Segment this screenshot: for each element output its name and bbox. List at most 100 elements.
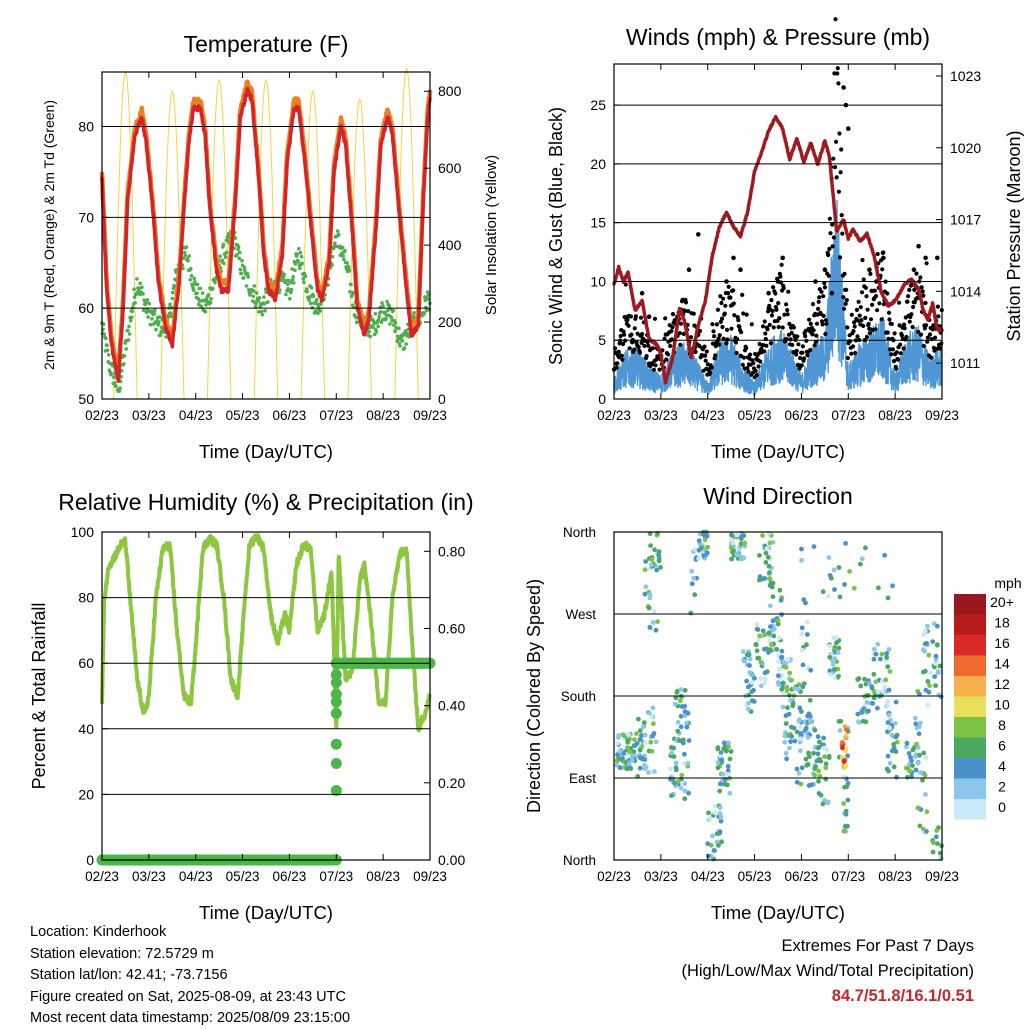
wind-direction-point [907, 768, 913, 774]
gust-point [713, 353, 718, 358]
wind-direction-point [832, 656, 838, 661]
gust-point [816, 306, 821, 311]
wind-direction-point [864, 700, 870, 705]
rh-ytick-label: 0 [86, 852, 94, 868]
wind-direction-point [917, 823, 923, 829]
gust-point [805, 353, 810, 358]
wind-direction-point [684, 720, 689, 726]
solar-insolation-line [253, 79, 279, 400]
wind-direction-point [746, 700, 752, 706]
rh-ytick-right-label: 0.40 [438, 698, 465, 714]
wind-direction-point [719, 757, 725, 763]
wind-direction-point [930, 840, 936, 846]
wind-direction-point [658, 565, 663, 570]
gust-point [898, 342, 903, 347]
dewpoint-point [133, 301, 137, 305]
dewpoint-point [376, 317, 381, 322]
gust-point [835, 71, 840, 76]
wind-direction-point [933, 834, 939, 840]
gust-point [902, 326, 907, 331]
wind-direction-point [815, 734, 821, 740]
gust-point [677, 331, 682, 336]
dewpoint-point [336, 232, 341, 237]
gust-point [868, 317, 874, 322]
dewpoint-point [393, 321, 398, 325]
wind-direction-point [924, 809, 930, 815]
solar-insolation-line [347, 98, 372, 400]
winds-ytick-right-label: 1017 [950, 212, 981, 228]
rh-xlabel: Time (Day/UTC) [199, 902, 333, 923]
latlon-text: Station lat/lon: 42.41; -73.7156 [30, 967, 228, 983]
dewpoint-point [221, 242, 226, 247]
wind-direction-point [893, 749, 899, 754]
gust-point [766, 290, 771, 296]
gust-point [867, 331, 872, 336]
wind-direction-point [706, 810, 711, 816]
dewpoint-point [397, 326, 401, 331]
dewpoint-point [289, 290, 293, 295]
gust-point [720, 324, 725, 330]
gust-point [821, 294, 826, 299]
gust-point [912, 300, 917, 305]
dewpoint-point [141, 291, 145, 296]
dewpoint-point [195, 291, 199, 296]
dewpoint-point [158, 315, 162, 319]
wind-direction-point [767, 647, 773, 652]
gust-point [625, 317, 630, 322]
gust-point [765, 327, 770, 332]
wind-direction-point [677, 698, 683, 704]
gust-point [844, 298, 849, 303]
gust-point [776, 301, 781, 306]
wind-direction-point [816, 768, 821, 774]
dewpoint-point [367, 329, 371, 334]
wind-direction-point [764, 546, 770, 551]
temperature-ylabel-left: 2m & 9m T (Red, Orange) & 2m Td (Green) [41, 100, 57, 370]
dewpoint-point [345, 261, 350, 265]
wind-direction-point [707, 816, 713, 821]
wind-direction-point [937, 663, 943, 669]
wind-direction-point [903, 744, 909, 750]
wind-direction-point [834, 635, 839, 640]
wind-direction-point [844, 727, 849, 733]
dewpoint-point [187, 254, 191, 258]
dewpoint-point [130, 309, 135, 314]
dewpoint-point [347, 269, 352, 273]
dewpoint-point [252, 284, 257, 288]
wind-direction-point [780, 680, 786, 686]
gust-point [907, 319, 912, 324]
gust-point [692, 323, 697, 328]
wind-direction-point [642, 567, 648, 573]
dewpoint-point [285, 282, 290, 287]
wind-direction-point [616, 735, 621, 740]
dewpoint-point [395, 339, 400, 344]
gust-point [799, 363, 804, 368]
wind-direction-point [641, 724, 646, 730]
gust-point [758, 359, 763, 364]
gust-point [669, 329, 674, 334]
dewpoint-point [402, 346, 407, 350]
gust-point [642, 343, 647, 348]
wind-direction-point [916, 731, 922, 737]
wind-direction-point [689, 581, 695, 587]
wind-direction-point [882, 684, 888, 690]
wind-direction-point [685, 710, 691, 716]
temperature-xtick-label: 06/23 [273, 408, 307, 423]
wind-direction-point [717, 829, 723, 835]
wind-direction-point [893, 734, 899, 740]
dewpoint-point [211, 287, 215, 291]
precip-point [330, 738, 342, 750]
dewpoint-point [244, 284, 249, 288]
temperature-panel: Temperature (F) Time (Day/UTC) 2m & 9m T… [41, 31, 500, 462]
dewpoint-point [243, 268, 247, 273]
wind-direction-point [871, 695, 877, 701]
wind-direction-point [726, 740, 731, 746]
gust-point [877, 301, 882, 306]
wind-direction-point [817, 773, 823, 779]
gust-point [737, 324, 742, 329]
dewpoint-point [371, 319, 376, 323]
wind-direction-point [627, 749, 633, 755]
gust-point [868, 271, 873, 276]
wind-direction-point [705, 841, 711, 847]
wind-direction-point [886, 647, 892, 652]
gust-point [787, 321, 792, 326]
